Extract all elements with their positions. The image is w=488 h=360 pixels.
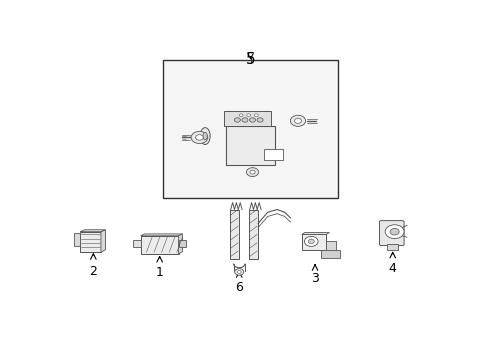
Text: 1: 1 [155,266,163,279]
Circle shape [191,131,207,144]
Polygon shape [178,234,182,254]
Circle shape [304,237,317,246]
Polygon shape [320,250,339,258]
Bar [80,232,101,252]
Bar [141,236,178,254]
Text: 3: 3 [310,272,318,285]
Bar [74,233,81,246]
Text: 4: 4 [388,262,396,275]
Circle shape [257,118,263,122]
Polygon shape [301,233,329,234]
Polygon shape [326,242,335,252]
Text: 2: 2 [89,265,97,278]
Circle shape [234,269,244,275]
Circle shape [307,239,314,244]
Bar [163,60,337,198]
Bar [264,149,282,159]
Polygon shape [80,230,105,232]
Ellipse shape [203,132,207,140]
Circle shape [239,114,243,117]
Circle shape [389,228,398,235]
Text: 5: 5 [245,51,255,67]
Bar [248,210,258,260]
Circle shape [290,115,305,126]
Circle shape [237,270,241,273]
Text: 6: 6 [235,281,243,294]
Circle shape [254,114,258,117]
Circle shape [246,114,250,117]
Circle shape [249,118,255,122]
Circle shape [249,170,255,174]
FancyBboxPatch shape [379,221,403,246]
Bar [225,126,275,165]
Circle shape [294,118,301,123]
Circle shape [242,118,247,122]
Polygon shape [101,230,105,252]
Polygon shape [141,234,182,236]
Bar [386,244,398,250]
Ellipse shape [200,128,210,144]
Circle shape [385,225,403,239]
Bar [229,210,239,260]
Circle shape [234,118,240,122]
Circle shape [195,135,203,140]
Bar [224,111,271,126]
Bar [301,234,326,250]
Circle shape [246,168,258,176]
Polygon shape [178,240,186,247]
Polygon shape [133,240,141,247]
